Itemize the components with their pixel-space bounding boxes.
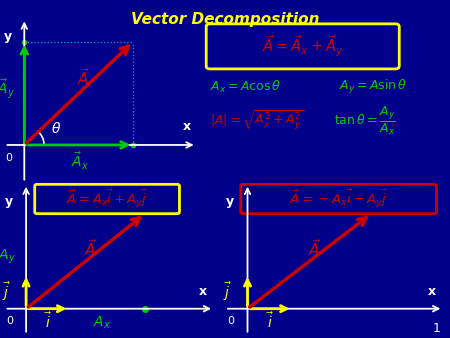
Text: Vector Decomposition: Vector Decomposition — [131, 12, 319, 27]
Text: 0: 0 — [5, 153, 13, 163]
Text: $\vec{A}$: $\vec{A}$ — [77, 67, 90, 88]
Text: y: y — [4, 30, 13, 43]
Text: $\vec{i}$: $\vec{i}$ — [266, 311, 274, 331]
Text: $A_y$: $A_y$ — [0, 248, 16, 266]
Text: 0: 0 — [227, 316, 234, 327]
FancyBboxPatch shape — [37, 186, 177, 212]
Text: $\vec{A}_x$: $\vec{A}_x$ — [71, 151, 89, 172]
Text: $\vec{j}$: $\vec{j}$ — [223, 280, 232, 303]
Text: $\vec{i}$: $\vec{i}$ — [44, 311, 52, 331]
Text: $A_y = A\sin\theta$: $A_y = A\sin\theta$ — [338, 78, 407, 96]
Text: $\theta$: $\theta$ — [51, 121, 61, 136]
Text: $\vec{A}=-A_x\vec{i}-A_y\vec{j}$: $\vec{A}=-A_x\vec{i}-A_y\vec{j}$ — [289, 188, 388, 210]
Text: y: y — [5, 195, 13, 208]
FancyBboxPatch shape — [243, 186, 434, 212]
Text: x: x — [428, 285, 436, 298]
Text: $\vec{A}=\vec{A}_x+\vec{A}_y$: $\vec{A}=\vec{A}_x+\vec{A}_y$ — [262, 34, 344, 59]
Text: x: x — [183, 120, 191, 133]
Text: x: x — [199, 285, 207, 298]
Text: $A_x$: $A_x$ — [93, 314, 111, 331]
Text: $|A|=\sqrt{A_x^2+A_y^2}$: $|A|=\sqrt{A_x^2+A_y^2}$ — [210, 109, 304, 132]
Text: $\vec{A}$: $\vec{A}$ — [308, 238, 322, 259]
Text: $\vec{A}_y$: $\vec{A}_y$ — [0, 77, 16, 100]
Text: $\vec{A}$: $\vec{A}$ — [84, 238, 98, 259]
Text: $\vec{j}$: $\vec{j}$ — [2, 280, 11, 303]
Text: $\tan\theta=\dfrac{A_y}{A_x}$: $\tan\theta=\dfrac{A_y}{A_x}$ — [333, 104, 395, 137]
Text: 1: 1 — [433, 322, 441, 335]
Text: $\vec{A}=A_x\vec{i}+A_y\vec{j}$: $\vec{A}=A_x\vec{i}+A_y\vec{j}$ — [66, 188, 148, 210]
Text: y: y — [226, 195, 234, 208]
Text: 0: 0 — [6, 316, 13, 327]
Text: $A_x = A\cos\theta$: $A_x = A\cos\theta$ — [210, 79, 281, 95]
